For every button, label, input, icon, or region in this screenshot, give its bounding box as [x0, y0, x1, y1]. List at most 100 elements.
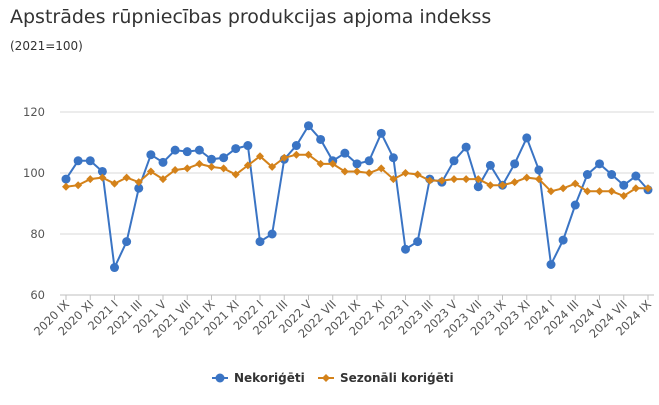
- data-point: [607, 170, 617, 180]
- data-point: [122, 237, 132, 247]
- data-point: [280, 153, 289, 162]
- data-point: [485, 160, 495, 170]
- data-point: [122, 173, 131, 182]
- data-point: [534, 175, 543, 184]
- data-point: [631, 171, 641, 181]
- data-point: [243, 141, 253, 151]
- data-point: [146, 150, 156, 160]
- data-point: [547, 187, 555, 196]
- data-point: [583, 187, 592, 196]
- data-point: [619, 180, 629, 190]
- data-point: [522, 133, 532, 143]
- data-point: [61, 174, 71, 184]
- data-point: [207, 162, 216, 171]
- data-point: [388, 153, 398, 163]
- data-point: [498, 181, 507, 190]
- data-point: [570, 200, 580, 210]
- data-point: [631, 184, 640, 193]
- data-point: [595, 187, 604, 196]
- data-point: [170, 145, 180, 155]
- y-tick-label: 80: [30, 227, 45, 241]
- y-tick-label: 100: [23, 166, 45, 180]
- data-point: [291, 141, 301, 151]
- chart-title: Apstrādes rūpniecības produkcijas apjoma…: [10, 6, 492, 28]
- data-point: [474, 175, 483, 184]
- y-tick-label: 120: [23, 105, 45, 119]
- data-point: [413, 170, 422, 179]
- data-point: [510, 159, 520, 169]
- data-point: [582, 170, 592, 180]
- data-point: [364, 156, 374, 166]
- data-point: [292, 150, 301, 159]
- data-point: [401, 169, 410, 177]
- data-point: [353, 167, 361, 176]
- data-point: [546, 260, 556, 269]
- data-point: [219, 164, 228, 173]
- series-line-1: [65, 124, 649, 272]
- data-point: [461, 142, 471, 152]
- data-point: [437, 176, 446, 185]
- data-point: [73, 156, 83, 166]
- data-point: [110, 179, 119, 188]
- y-tick-label: 60: [30, 288, 45, 302]
- data-point: [473, 182, 483, 192]
- data-point: [195, 159, 204, 168]
- legend-label: Sezonāli koriģēti: [340, 371, 454, 385]
- data-point: [449, 156, 459, 166]
- data-point: [158, 157, 168, 167]
- data-point: [182, 147, 192, 157]
- chart-subtitle: (2021=100): [10, 39, 83, 53]
- data-point: [316, 134, 326, 144]
- legend-label: Nekoriģēti: [234, 371, 305, 385]
- data-point: [183, 164, 192, 173]
- data-point: [644, 184, 652, 193]
- data-point: [619, 191, 628, 200]
- data-point: [559, 184, 568, 193]
- data-point: [304, 150, 313, 159]
- data-point: [328, 159, 337, 168]
- data-point: [462, 175, 471, 184]
- data-point: [268, 162, 277, 171]
- data-point: [376, 128, 386, 138]
- data-point: [219, 153, 229, 163]
- data-point: [159, 175, 167, 184]
- data-point: [571, 179, 580, 188]
- data-point: [86, 175, 95, 184]
- data-point: [558, 235, 568, 245]
- legend-marker: [215, 373, 225, 383]
- data-point: [231, 170, 240, 179]
- data-point: [425, 176, 434, 185]
- data-point: [255, 237, 265, 247]
- data-point: [534, 165, 544, 175]
- data-point: [486, 181, 495, 190]
- data-point: [267, 229, 277, 239]
- data-point: [146, 167, 155, 176]
- data-point: [340, 167, 349, 176]
- data-point: [413, 237, 423, 247]
- data-point: [194, 145, 204, 155]
- data-point: [352, 159, 362, 169]
- data-point: [243, 161, 252, 170]
- data-point: [207, 154, 216, 164]
- data-point: [450, 175, 458, 184]
- data-point: [110, 263, 119, 273]
- data-point: [98, 173, 107, 182]
- data-point: [85, 156, 95, 166]
- data-point: [134, 178, 143, 187]
- data-point: [365, 169, 374, 177]
- data-point: [134, 183, 144, 193]
- data-point: [316, 159, 325, 168]
- data-point: [389, 175, 398, 184]
- data-point: [595, 159, 604, 169]
- data-point: [510, 178, 519, 187]
- data-point: [522, 173, 531, 182]
- data-point: [377, 164, 386, 173]
- data-point: [607, 187, 616, 196]
- legend-marker: [322, 374, 330, 382]
- data-point: [340, 148, 350, 158]
- data-point: [231, 144, 241, 154]
- data-point: [256, 152, 264, 161]
- data-point: [97, 166, 107, 176]
